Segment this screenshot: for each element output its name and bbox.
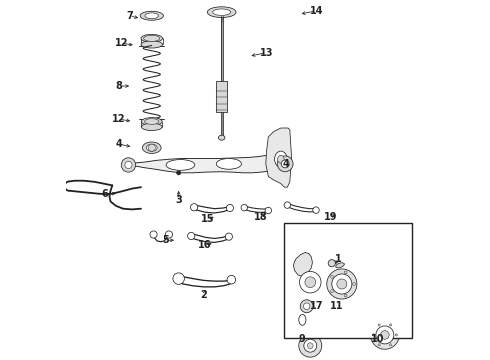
- Text: 16: 16: [198, 240, 212, 250]
- Circle shape: [265, 207, 271, 214]
- Circle shape: [378, 324, 380, 326]
- Ellipse shape: [274, 151, 287, 167]
- Circle shape: [337, 279, 347, 289]
- Circle shape: [125, 161, 132, 168]
- Circle shape: [313, 207, 319, 213]
- Circle shape: [241, 204, 247, 211]
- Circle shape: [331, 290, 333, 293]
- Text: 17: 17: [310, 301, 323, 311]
- Circle shape: [227, 275, 236, 284]
- Ellipse shape: [141, 35, 163, 42]
- Polygon shape: [266, 128, 292, 187]
- Text: 15: 15: [200, 215, 214, 224]
- Text: 9: 9: [298, 333, 305, 343]
- Text: 7: 7: [126, 11, 133, 21]
- Circle shape: [305, 277, 316, 288]
- Ellipse shape: [166, 159, 195, 170]
- Circle shape: [299, 334, 322, 357]
- Circle shape: [395, 334, 397, 336]
- Circle shape: [390, 324, 392, 326]
- Circle shape: [281, 160, 289, 168]
- Circle shape: [332, 274, 352, 294]
- Circle shape: [176, 171, 181, 175]
- Text: 1: 1: [335, 254, 342, 264]
- Text: 12: 12: [112, 114, 125, 124]
- Text: 10: 10: [371, 333, 385, 343]
- Circle shape: [331, 275, 333, 278]
- Circle shape: [378, 344, 380, 346]
- Circle shape: [353, 283, 355, 285]
- Circle shape: [372, 334, 374, 336]
- Ellipse shape: [207, 7, 236, 18]
- Circle shape: [304, 339, 317, 352]
- Text: 2: 2: [200, 290, 207, 300]
- Circle shape: [173, 273, 184, 284]
- Text: 4: 4: [283, 159, 290, 169]
- Circle shape: [166, 231, 172, 238]
- Text: 11: 11: [330, 301, 343, 311]
- Circle shape: [344, 271, 347, 274]
- Circle shape: [122, 158, 136, 172]
- Polygon shape: [294, 252, 316, 289]
- Circle shape: [381, 330, 389, 339]
- Circle shape: [225, 233, 232, 240]
- Ellipse shape: [147, 144, 157, 151]
- Circle shape: [191, 204, 197, 211]
- Text: 14: 14: [310, 6, 323, 16]
- Polygon shape: [128, 156, 283, 173]
- Ellipse shape: [336, 263, 344, 268]
- Circle shape: [327, 269, 357, 299]
- Circle shape: [148, 144, 155, 151]
- Circle shape: [328, 260, 335, 267]
- Text: 3: 3: [175, 195, 182, 205]
- Circle shape: [277, 156, 293, 172]
- Bar: [216, 81, 227, 112]
- Text: 12: 12: [115, 38, 128, 48]
- Ellipse shape: [145, 119, 159, 125]
- Ellipse shape: [141, 118, 162, 126]
- Circle shape: [303, 303, 310, 310]
- Circle shape: [300, 300, 313, 313]
- Circle shape: [299, 271, 321, 293]
- Ellipse shape: [219, 135, 225, 140]
- Ellipse shape: [143, 142, 161, 153]
- Ellipse shape: [144, 35, 160, 41]
- Text: 5: 5: [162, 235, 169, 245]
- Ellipse shape: [140, 11, 164, 20]
- Text: 4: 4: [115, 139, 122, 149]
- Circle shape: [226, 204, 234, 212]
- Circle shape: [284, 202, 291, 208]
- Circle shape: [188, 232, 195, 239]
- Text: 8: 8: [115, 81, 122, 91]
- Bar: [285, 223, 412, 338]
- Ellipse shape: [141, 41, 163, 48]
- Ellipse shape: [278, 155, 284, 163]
- Ellipse shape: [216, 158, 242, 169]
- Circle shape: [376, 326, 394, 344]
- Ellipse shape: [145, 13, 159, 19]
- Text: 19: 19: [324, 212, 338, 221]
- Circle shape: [307, 343, 313, 348]
- Circle shape: [390, 344, 392, 346]
- Ellipse shape: [141, 123, 162, 131]
- Text: 6: 6: [101, 189, 108, 199]
- Circle shape: [344, 294, 347, 297]
- Ellipse shape: [213, 9, 231, 15]
- Ellipse shape: [299, 315, 306, 325]
- Circle shape: [150, 231, 157, 238]
- Text: 13: 13: [260, 48, 273, 58]
- Circle shape: [370, 320, 399, 349]
- Text: 18: 18: [254, 212, 268, 221]
